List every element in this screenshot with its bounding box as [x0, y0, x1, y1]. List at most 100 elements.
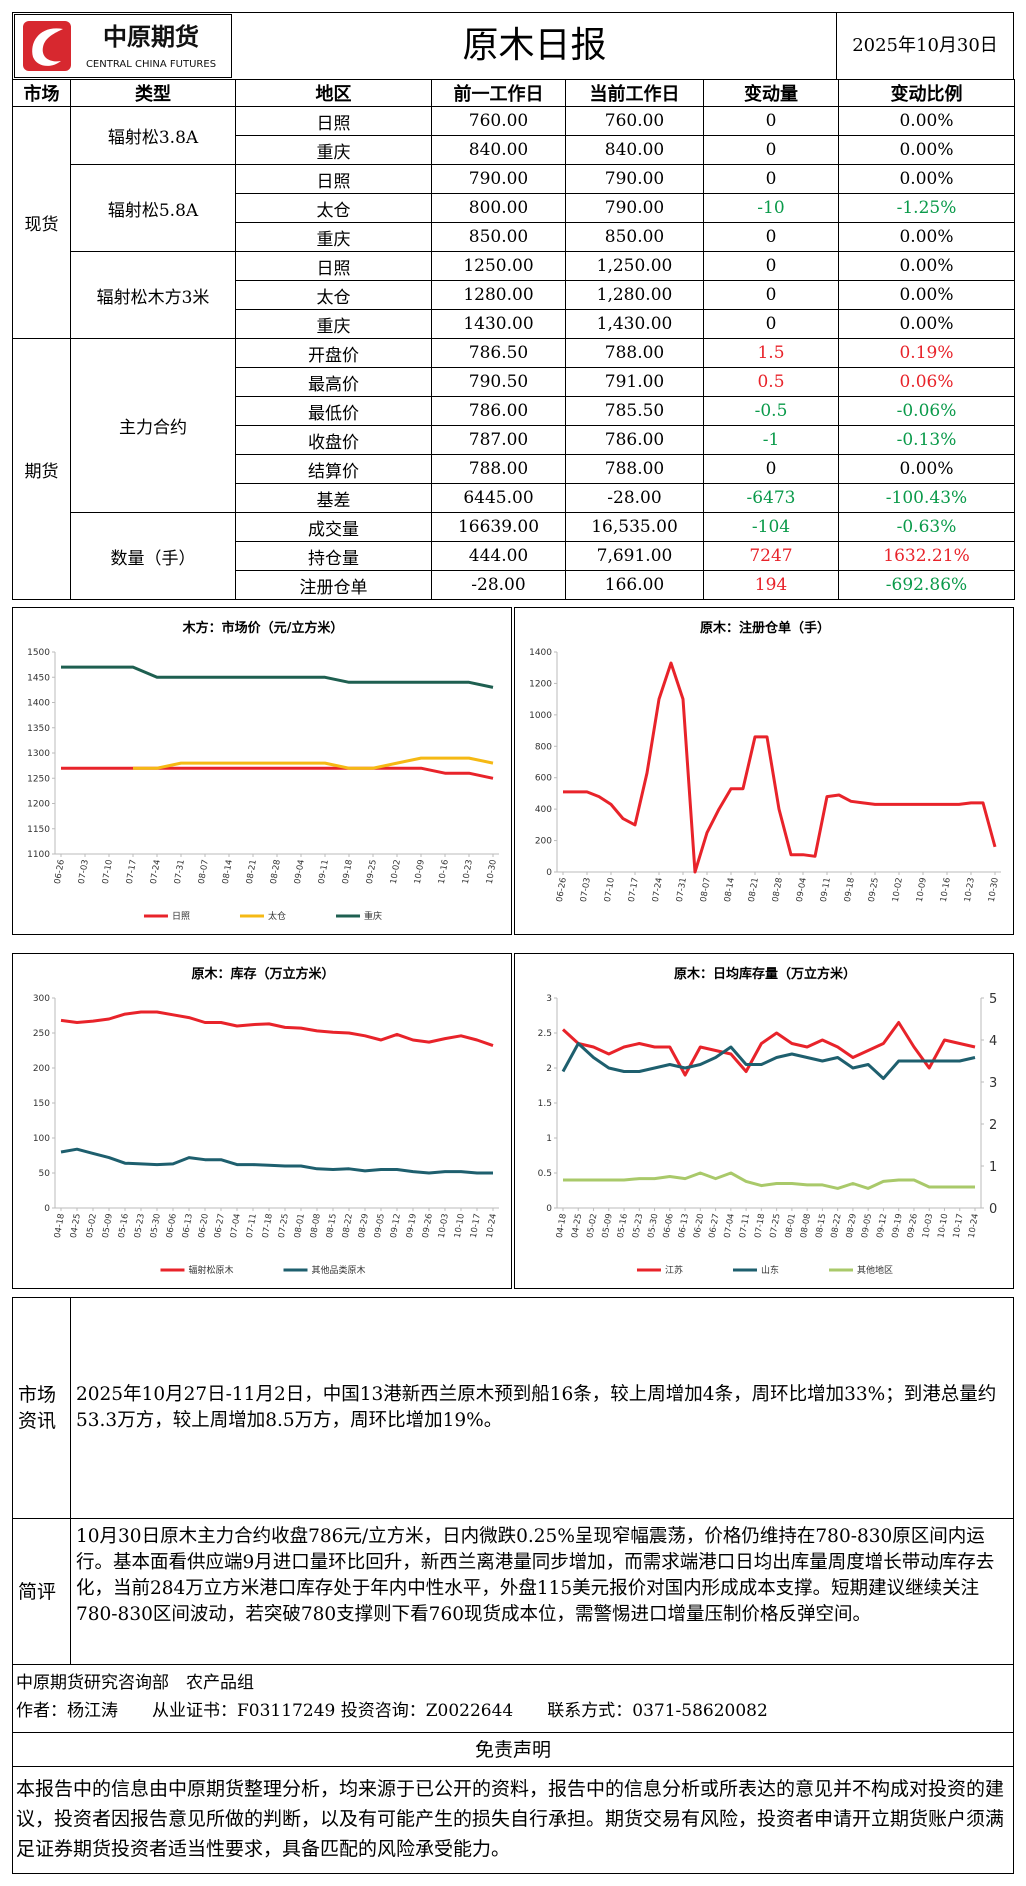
x-tick-label: 10-24 — [485, 1213, 499, 1239]
legend-label: 江苏 — [665, 1264, 683, 1276]
table-cell: 788.00 — [565, 338, 704, 368]
region: 成交量 — [235, 512, 432, 542]
info-text: 2025年10月27日-11月2日，中国13港新西兰原木预到船16条，较上周增加… — [76, 1384, 997, 1431]
y-tick-label: 800 — [535, 742, 552, 752]
market: 现货 — [12, 106, 71, 339]
table-cell: 0.06% — [838, 367, 1015, 397]
x-tick-label: 05-23 — [133, 1213, 147, 1239]
table-cell: 1250.00 — [431, 251, 566, 281]
table-cell: 790.50 — [431, 367, 566, 397]
chart: 原木：注册仓单（手） 0 200 400 600 800 1000 1200 1400 06-26… — [514, 607, 1014, 935]
y-tick-label: 0 — [546, 1204, 552, 1214]
x-tick-label: 09-18 — [843, 877, 857, 903]
table-cell: 1430.00 — [431, 309, 566, 339]
x-tick-label: 07-31 — [675, 877, 689, 903]
y2-tick-label: 3 — [989, 1076, 997, 1091]
y-tick-label: 0 — [44, 1204, 50, 1214]
x-tick-label: 06-13 — [181, 1213, 195, 1239]
x-tick-label: 08-14 — [723, 877, 737, 903]
x-tick-label: 09-25 — [867, 877, 881, 903]
table-cell: 0.00% — [838, 454, 1015, 484]
x-tick-label: 10-16 — [437, 859, 451, 885]
x-tick-label: 08-08 — [799, 1213, 813, 1239]
x-tick-label: 10-30 — [987, 877, 1001, 903]
table-cell: 787.00 — [431, 425, 566, 455]
table-cell: -10 — [703, 193, 839, 223]
table-cell: 0 — [703, 222, 839, 252]
table-cell: -0.5 — [703, 396, 839, 426]
x-tick-label: 06-27 — [707, 1213, 721, 1239]
table-cell: 1,430.00 — [565, 309, 704, 339]
table-cell: -100.43% — [838, 483, 1015, 513]
chart-title: 原木：库存（万立方米） — [191, 966, 334, 982]
region: 日照 — [235, 251, 432, 281]
report-title: 原木日报 — [462, 25, 607, 66]
table-cell: 786.00 — [565, 425, 704, 455]
x-tick-label: 06-06 — [165, 1213, 179, 1239]
x-tick-label: 10-30 — [485, 859, 499, 885]
type: 数量（手） — [70, 512, 236, 600]
x-tick-label: 09-19 — [405, 1213, 419, 1239]
table-cell: 786.50 — [431, 338, 566, 368]
table-cell: 444.00 — [431, 541, 566, 571]
y-tick-label: 1150 — [27, 825, 50, 835]
x-tick-label: 07-24 — [149, 859, 163, 885]
x-tick-label: 05-02 — [85, 1213, 99, 1239]
x-tick-label: 07-17 — [125, 859, 139, 885]
x-tick-label: 07-18 — [753, 1213, 767, 1239]
x-tick-label: 08-15 — [814, 1213, 828, 1239]
table-header: 地区 — [235, 79, 432, 107]
chart-title: 原木：日均库存量（万立方米） — [674, 966, 856, 982]
table-cell: -28.00 — [431, 570, 566, 600]
x-tick-label: 10-03 — [921, 1213, 935, 1239]
table-cell: -1.25% — [838, 193, 1015, 223]
y2-tick-label: 0 — [989, 1202, 997, 1217]
x-tick-label: 08-28 — [771, 877, 785, 903]
table-cell: 0.19% — [838, 338, 1015, 368]
table-header: 市场 — [12, 79, 71, 107]
comment-label: 简评 — [17, 1580, 56, 1603]
x-tick-label: 08-08 — [309, 1213, 323, 1239]
y2-tick-label: 4 — [989, 1034, 997, 1049]
table-cell: 0.00% — [838, 106, 1015, 136]
logo-mark: 中原期货 CENTRAL CHINA FUTURES — [23, 21, 216, 71]
x-tick-label: 10-09 — [915, 877, 929, 903]
disclaimer-body — [12, 1766, 1014, 1874]
y-tick-label: 1.5 — [538, 1099, 552, 1109]
footer-author: 作者：杨江涛 从业证书：F03117249 投资咨询：Z0022644 联系方式… — [16, 1701, 768, 1721]
table-cell: 16639.00 — [431, 512, 566, 542]
x-tick-label: 06-26 — [555, 877, 569, 903]
x-tick-label: 09-12 — [875, 1213, 889, 1239]
table-cell: 7,691.00 — [565, 541, 704, 571]
x-tick-label: 10-02 — [389, 859, 403, 885]
x-tick-label: 10-16 — [939, 877, 953, 903]
x-tick-label: 07-10 — [101, 859, 115, 885]
chart-title: 木方：市场价（元/立方米） — [182, 620, 344, 636]
table-cell: 0 — [703, 309, 839, 339]
table-cell: 0 — [703, 135, 839, 165]
logo-en: CENTRAL CHINA FUTURES — [86, 59, 216, 70]
table-cell: 0.00% — [838, 135, 1015, 165]
x-tick-label: 07-17 — [627, 877, 641, 903]
region: 重庆 — [235, 309, 432, 339]
table-cell: 1,250.00 — [565, 251, 704, 281]
series-line — [61, 665, 494, 689]
x-tick-label: 09-26 — [906, 1213, 920, 1239]
table-cell: -6473 — [703, 483, 839, 513]
type: 辐射松木方3米 — [70, 251, 236, 339]
x-tick-label: 08-29 — [845, 1213, 859, 1239]
x-tick-label: 08-29 — [357, 1213, 371, 1239]
table-cell: 785.50 — [565, 396, 704, 426]
table-cell: 790.00 — [565, 164, 704, 194]
x-tick-label: 06-13 — [677, 1213, 691, 1239]
x-tick-label: 09-19 — [891, 1213, 905, 1239]
y2-tick-label: 1 — [989, 1160, 997, 1175]
x-tick-label: 08-07 — [197, 859, 211, 885]
x-tick-label: 09-04 — [795, 877, 809, 903]
y-tick-label: 150 — [33, 1099, 50, 1109]
x-tick-label: 04-25 — [570, 1213, 584, 1239]
x-tick-label: 04-25 — [69, 1213, 83, 1239]
region: 最高价 — [235, 367, 432, 397]
region: 注册仓单 — [235, 570, 432, 600]
